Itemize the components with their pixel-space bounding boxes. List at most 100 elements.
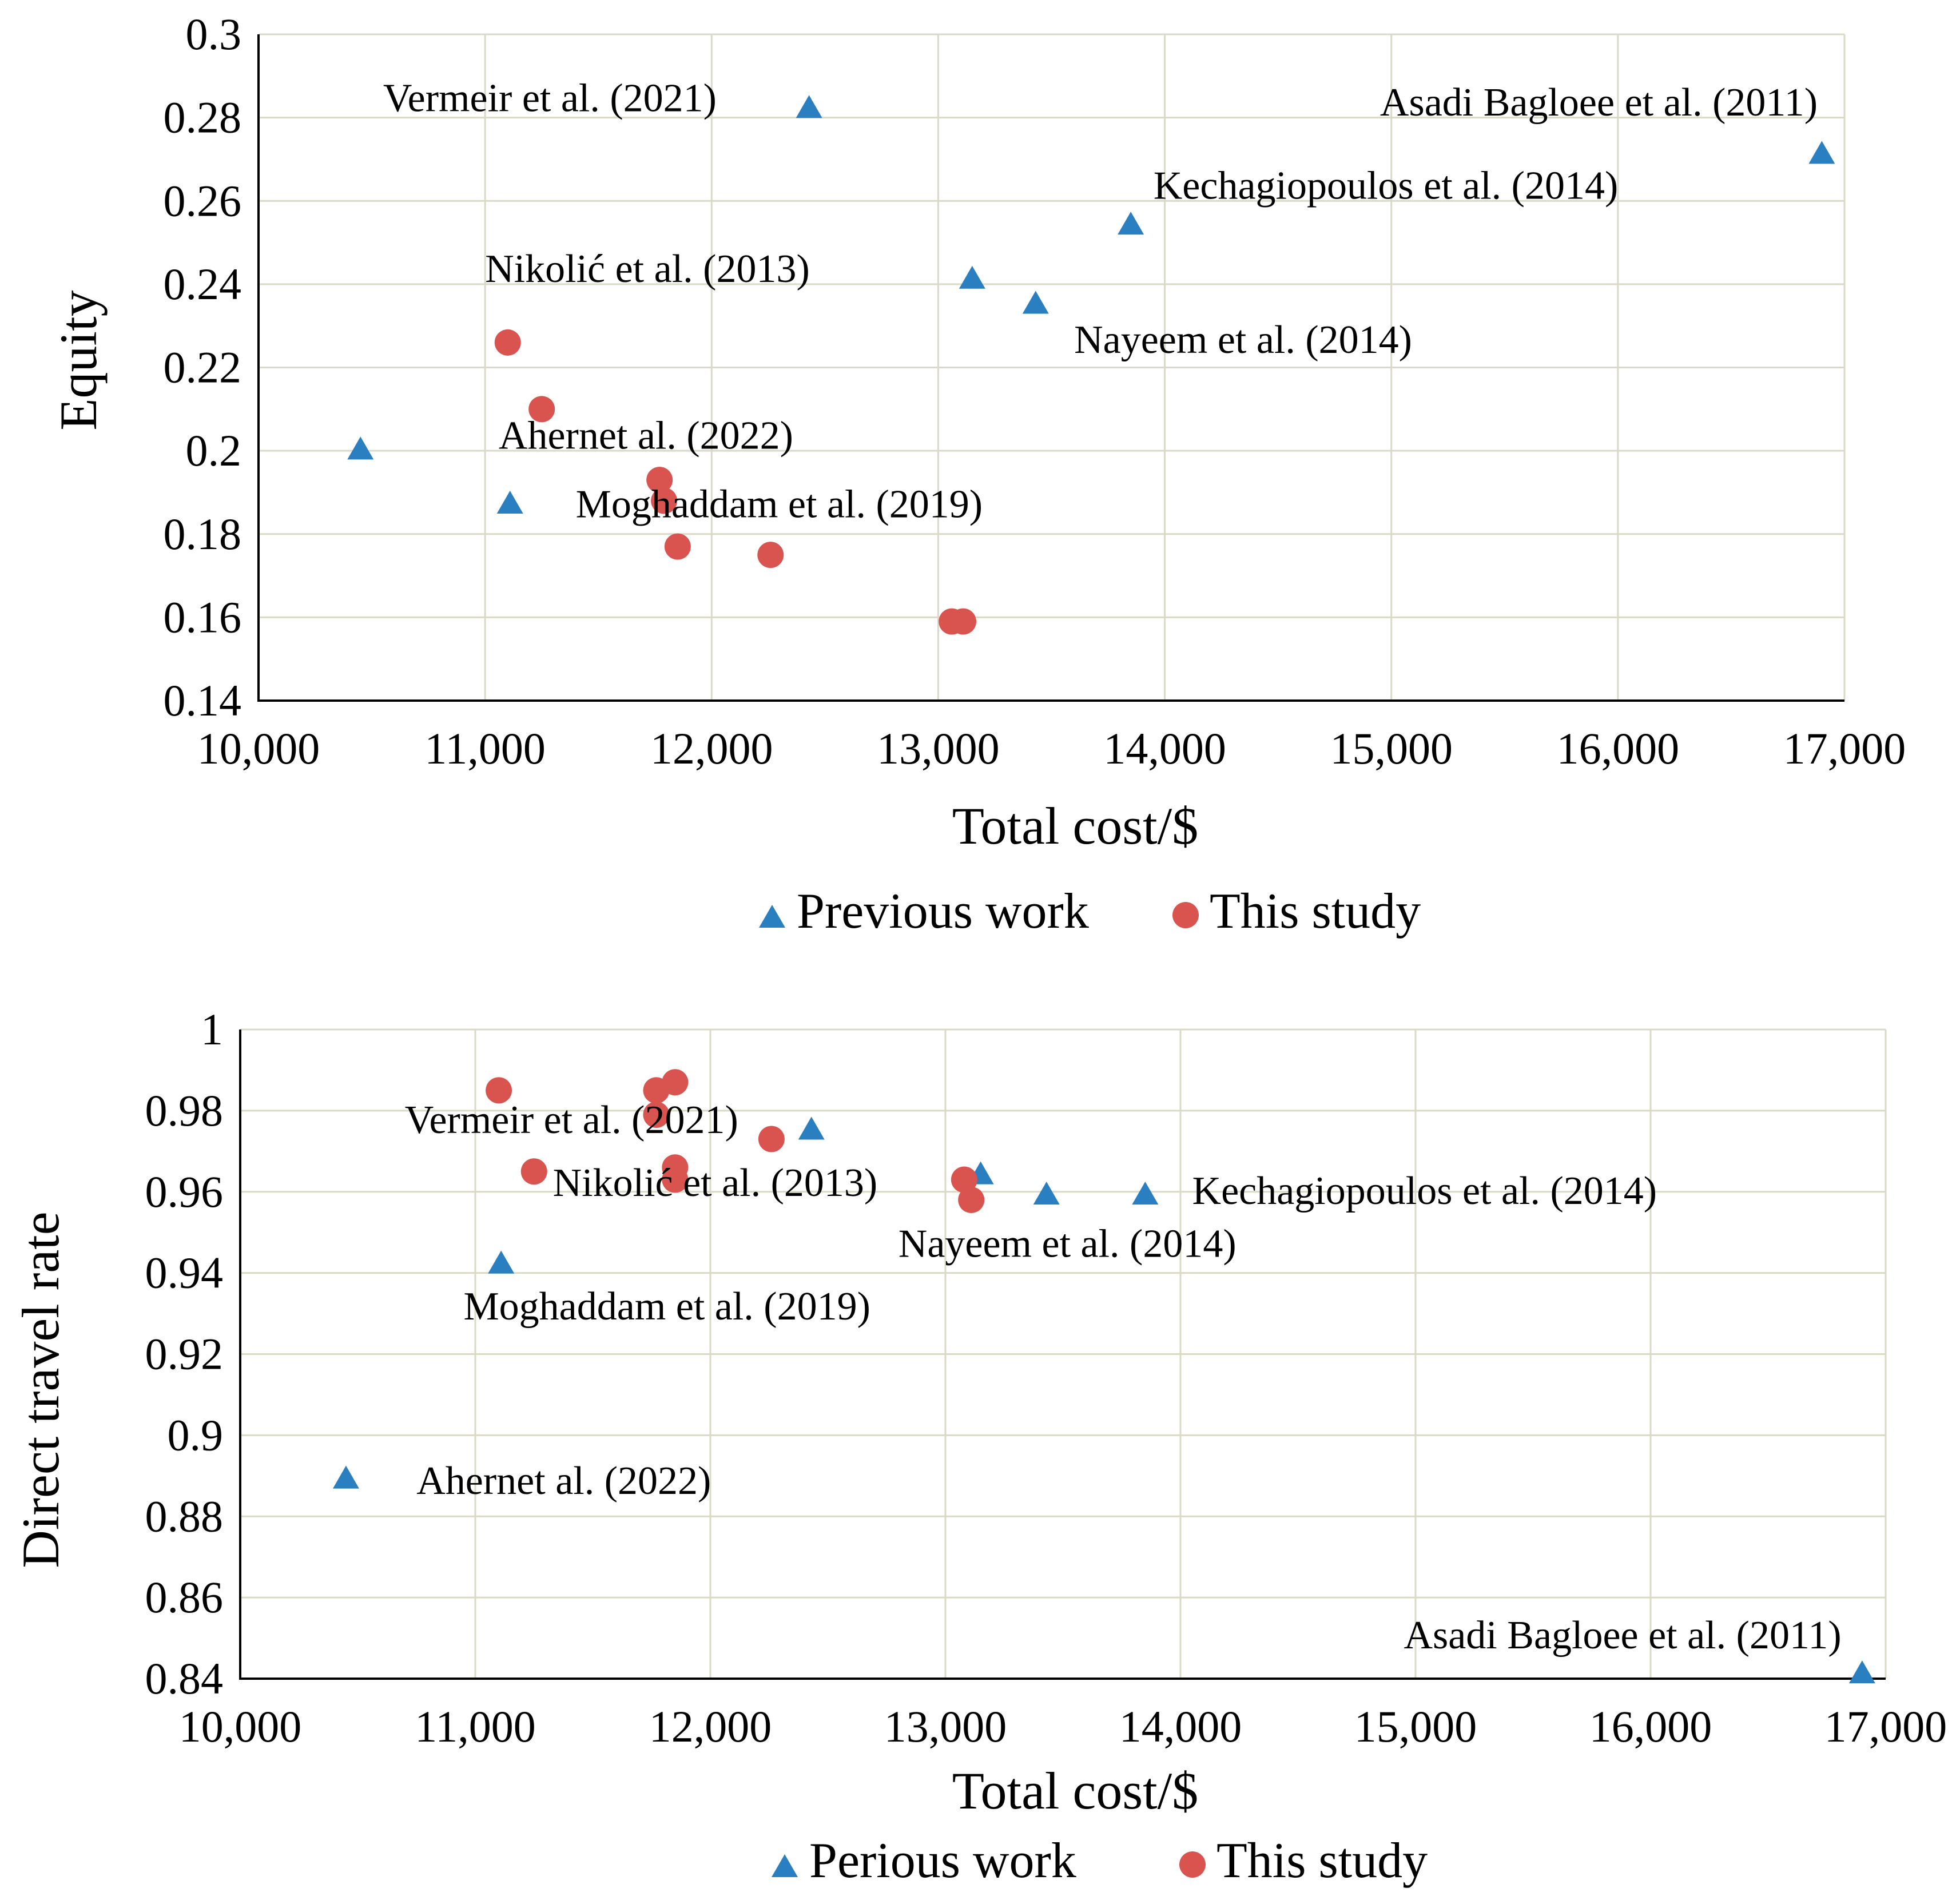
equity-this-study-point xyxy=(646,467,673,494)
equity-x-tick-label: 12,000 xyxy=(650,724,773,773)
dtr-y-tick-label: 0.86 xyxy=(145,1572,224,1622)
equity-y-tick-label: 0.14 xyxy=(164,675,242,725)
dtr-annotation-label: Vermeir et al. (2021) xyxy=(405,1098,738,1142)
equity-y-tick-label: 0.3 xyxy=(186,9,242,59)
equity-axis-lines xyxy=(257,34,1844,702)
dtr-annotations: Vermeir et al. (2021) Nikolić et al. (201… xyxy=(405,1098,1842,1657)
equity-annotation-label: Vermeir et al. (2021) xyxy=(383,77,717,121)
equity-annotation-label: Asadi Bagloee et al. (2011) xyxy=(1380,81,1818,125)
dtr-annotation-label: Moghaddam et al. (2019) xyxy=(463,1285,870,1329)
equity-annotations: Vermeir et al. (2021) Asadi Bagloee et al… xyxy=(383,77,1818,527)
equity-x-tick-label: 15,000 xyxy=(1330,724,1453,773)
equity-this-study-point xyxy=(528,396,555,423)
equity-x-axis-title: Total cost/$ xyxy=(952,797,1199,855)
dtr-annotation-label: Nikolić et al. (2013) xyxy=(553,1161,878,1205)
dtr-this-study-point xyxy=(662,1166,689,1193)
dtr-x-tick-label: 16,000 xyxy=(1589,1702,1712,1751)
dtr-y-tick-label: 0.9 xyxy=(168,1410,224,1460)
dtr-this-study-point xyxy=(758,1126,785,1152)
equity-chart: 10,000 11,000 12,000 13,000 14,000 15,000 16,0… xyxy=(49,9,1906,939)
equity-y-tick-label: 0.18 xyxy=(164,509,242,559)
equity-previous-work-point xyxy=(1118,212,1144,235)
dtr-this-study-point xyxy=(643,1101,670,1128)
equity-annotation-label: Ahernet al. (2022) xyxy=(499,414,793,458)
equity-previous-work-point xyxy=(1022,291,1049,314)
dtr-previous-work-point xyxy=(798,1116,825,1140)
dtr-legend-this-study: This study xyxy=(1216,1833,1428,1889)
dtr-legend-perious-work: Perious work xyxy=(809,1833,1076,1889)
equity-legend-triangle-marker xyxy=(759,905,785,928)
equity-tick-labels: 10,000 11,000 12,000 13,000 14,000 15,000 16,0… xyxy=(164,9,1906,773)
dtr-legend-triangle-marker xyxy=(772,1854,798,1877)
dtr-previous-work-point xyxy=(332,1465,359,1489)
dtr-previous-work-point xyxy=(1033,1182,1060,1205)
equity-x-tick-label: 10,000 xyxy=(197,724,320,773)
equity-x-tick-label: 13,000 xyxy=(877,724,1000,773)
equity-annotation-label: Nikolić et al. (2013) xyxy=(485,247,810,291)
dtr-gridlines xyxy=(240,1028,1887,1679)
dtr-legend: Perious work This study xyxy=(772,1833,1428,1889)
dtr-previous-work-point xyxy=(1848,1660,1875,1684)
equity-y-axis-title: Equity xyxy=(49,290,108,430)
equity-y-tick-label: 0.2 xyxy=(186,426,242,475)
equity-this-study-point xyxy=(950,608,977,635)
dtr-x-tick-label: 11,000 xyxy=(415,1702,536,1751)
dtr-x-tick-label: 17,000 xyxy=(1824,1702,1947,1751)
dtr-y-tick-label: 0.98 xyxy=(145,1086,224,1135)
dtr-annotation-label: Nayeem et al. (2014) xyxy=(899,1222,1237,1266)
dtr-y-tick-label: 0.84 xyxy=(145,1653,224,1703)
dtr-previous-work-point xyxy=(1132,1182,1159,1205)
dtr-annotation-label: Kechagiopoulos et al. (2014) xyxy=(1192,1169,1657,1213)
dtr-legend-circle-marker xyxy=(1179,1851,1206,1878)
equity-annotation-label: Kechagiopoulos et al. (2014) xyxy=(1154,164,1619,208)
dtr-axis-lines xyxy=(239,1030,1886,1680)
dtr-y-tick-label: 0.88 xyxy=(145,1491,224,1541)
equity-legend-previous-work: Previous work xyxy=(797,884,1089,939)
equity-previous-work-point xyxy=(796,95,822,118)
equity-y-tick-label: 0.22 xyxy=(164,343,242,392)
dtr-this-study-point xyxy=(520,1158,547,1185)
equity-y-tick-label: 0.16 xyxy=(164,592,242,642)
equity-x-tick-label: 11,000 xyxy=(424,724,546,773)
equity-y-tick-label: 0.28 xyxy=(164,93,242,142)
dtr-y-tick-label: 0.94 xyxy=(145,1248,224,1298)
dtr-x-tick-label: 14,000 xyxy=(1119,1702,1242,1751)
dtr-this-study-point xyxy=(951,1166,977,1193)
equity-previous-work-point xyxy=(959,265,985,289)
equity-legend: Previous work This study xyxy=(759,884,1421,939)
equity-x-tick-label: 17,000 xyxy=(1783,724,1906,773)
equity-data-points xyxy=(347,95,1835,635)
equity-this-study-point xyxy=(494,329,521,356)
equity-annotation-label: Moghaddam et al. (2019) xyxy=(576,483,983,527)
equity-gridlines xyxy=(259,33,1846,701)
equity-this-study-point xyxy=(664,533,691,560)
dtr-data-points xyxy=(332,1069,1875,1684)
dtr-x-tick-label: 10,000 xyxy=(179,1702,302,1751)
dtr-axes xyxy=(239,1030,1886,1680)
dtr-annotation-label: Ahernet al. (2022) xyxy=(416,1459,711,1503)
dtr-this-study-point xyxy=(958,1186,985,1213)
dtr-this-study-point xyxy=(486,1077,512,1104)
dtr-annotation-label: Asadi Bagloee et al. (2011) xyxy=(1404,1613,1841,1657)
equity-previous-work-point xyxy=(1808,141,1835,164)
dtr-x-axis-title: Total cost/$ xyxy=(952,1762,1199,1820)
equity-x-tick-label: 14,000 xyxy=(1103,724,1226,773)
dtr-tick-labels: 10,000 11,000 12,000 13,000 14,000 15,000 16,0… xyxy=(145,1004,1947,1751)
equity-this-study-point xyxy=(757,542,784,569)
equity-previous-work-point xyxy=(347,436,374,460)
dtr-x-tick-label: 12,000 xyxy=(649,1702,772,1751)
equity-this-study-point xyxy=(651,487,678,514)
dtr-y-tick-label: 0.96 xyxy=(145,1167,224,1217)
equity-x-tick-label: 16,000 xyxy=(1557,724,1680,773)
direct-travel-rate-chart: 10,000 11,000 12,000 13,000 14,000 15,000 16,0… xyxy=(11,1004,1947,1889)
dtr-y-tick-label: 0.92 xyxy=(145,1329,224,1379)
dtr-x-tick-label: 13,000 xyxy=(884,1702,1007,1751)
dtr-y-axis-title: Direct travel rate xyxy=(11,1211,70,1568)
dtr-x-tick-label: 15,000 xyxy=(1354,1702,1477,1751)
equity-y-tick-label: 0.24 xyxy=(164,259,242,309)
equity-legend-this-study: This study xyxy=(1210,884,1421,939)
dtr-y-tick-label: 1 xyxy=(201,1004,223,1054)
dtr-previous-work-point xyxy=(488,1250,515,1274)
